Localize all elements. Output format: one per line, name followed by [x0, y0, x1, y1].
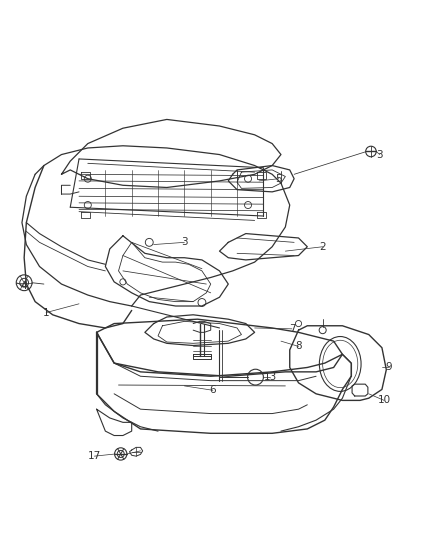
Text: 13: 13: [263, 372, 276, 382]
Text: 9: 9: [384, 362, 391, 373]
Text: 4: 4: [21, 281, 28, 291]
Text: 10: 10: [377, 395, 390, 406]
Text: 7: 7: [288, 324, 295, 334]
Text: 5: 5: [275, 174, 282, 184]
Text: 17: 17: [88, 451, 101, 461]
Text: 3: 3: [375, 150, 382, 159]
Text: 3: 3: [180, 237, 187, 247]
Text: 2: 2: [318, 242, 325, 252]
Text: 8: 8: [294, 342, 301, 351]
Text: 1: 1: [42, 308, 49, 318]
Text: 6: 6: [209, 385, 216, 395]
